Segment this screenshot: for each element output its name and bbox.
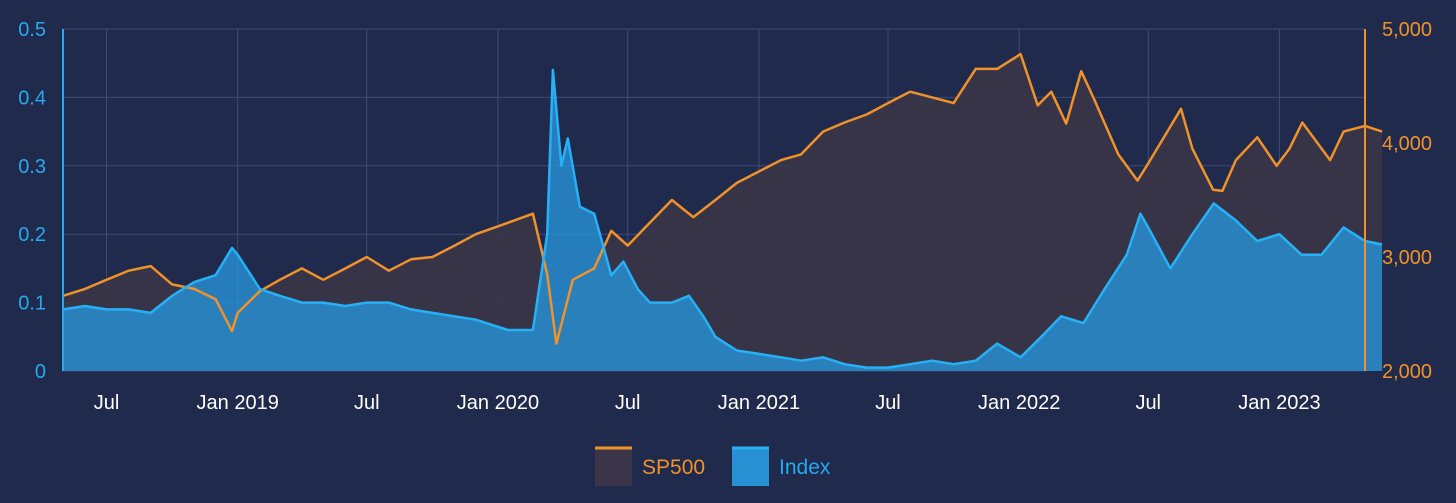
- left-tick-label: 0.4: [18, 87, 46, 109]
- right-tick-label: 4,000: [1382, 133, 1432, 155]
- legend-item-index[interactable]: Index: [732, 446, 831, 486]
- left-tick-label: 0.5: [18, 19, 46, 41]
- left-tick-label: 0.1: [18, 293, 46, 315]
- x-tick-label: Jul: [875, 392, 901, 414]
- x-tick-label: Jul: [354, 392, 380, 414]
- series-areas: [63, 54, 1383, 371]
- x-tick-label: Jan 2023: [1238, 392, 1320, 414]
- x-axis-ticks: Jul Jan 2019 Jul Jan 2020 Jul Jan 2021 Jul Jan …: [94, 392, 1321, 414]
- legend-item-sp500[interactable]: SP500: [595, 446, 705, 486]
- right-tick-label: 2,000: [1382, 361, 1432, 383]
- x-tick-label: Jan 2019: [197, 392, 279, 414]
- x-tick-label: Jan 2021: [718, 392, 800, 414]
- x-tick-label: Jul: [615, 392, 641, 414]
- x-tick-label: Jul: [1135, 392, 1161, 414]
- x-tick-label: Jan 2022: [978, 392, 1060, 414]
- series-lines: [62, 52, 1383, 369]
- series-line-sp500: [62, 52, 1383, 345]
- series-area-sp500: [63, 54, 1383, 371]
- right-axis-ticks: 2,000 3,000 4,000 5,000: [1382, 19, 1432, 383]
- axes: [62, 29, 1366, 371]
- left-tick-label: 0.2: [18, 224, 46, 246]
- left-tick-label: 0: [35, 361, 46, 383]
- series-line-index: [62, 68, 1383, 369]
- left-axis-ticks: 0 0.1 0.2 0.3 0.4 0.5: [18, 19, 46, 383]
- left-tick-label: 0.3: [18, 156, 46, 178]
- legend: SP500 Index: [595, 446, 831, 486]
- legend-swatch-sp500: [595, 447, 632, 486]
- legend-label-index: Index: [779, 456, 831, 479]
- legend-swatch-index: [732, 447, 769, 486]
- legend-label-sp500: SP500: [642, 456, 705, 479]
- series-area-index: [63, 70, 1383, 371]
- right-tick-label: 5,000: [1382, 19, 1432, 41]
- x-tick-label: Jan 2020: [457, 392, 539, 414]
- x-tick-label: Jul: [94, 392, 120, 414]
- right-tick-label: 3,000: [1382, 247, 1432, 269]
